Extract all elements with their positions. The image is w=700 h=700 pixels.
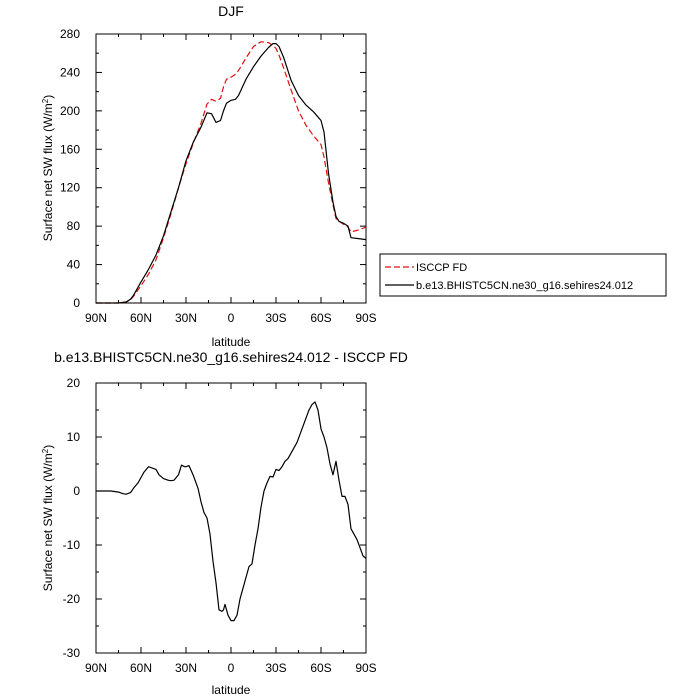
top-x-axis-label: latitude (212, 335, 251, 349)
bottom-y-tick-label: 20 (67, 376, 81, 390)
bottom-x-tick-label: 60S (310, 661, 331, 675)
bottom-y-tick-label: -10 (63, 538, 81, 552)
top-y-tick-label: 80 (67, 219, 81, 233)
legend: ISCCP FD b.e13.BHISTC5CN.ne30_g16.sehire… (379, 253, 667, 297)
top-series-line-0 (96, 41, 367, 304)
top-x-tick-label: 30N (175, 311, 197, 325)
legend-box (379, 253, 667, 297)
bottom-y-tick-label: 10 (67, 430, 81, 444)
bottom-y-tick-label: -30 (63, 646, 81, 660)
top-series (96, 41, 367, 304)
bottom-series-line-0 (96, 401, 367, 622)
bottom-chart: b.e13.BHISTC5CN.ne30_g16.sehires24.012 -… (41, 349, 408, 697)
bottom-series (96, 401, 367, 622)
top-y-tick-label: 0 (73, 296, 80, 310)
top-x-tick-label: 90N (85, 311, 107, 325)
legend-label-isccp: ISCCP FD (416, 262, 467, 274)
bottom-y-axis-label: Surface net SW flux (W/m2) (41, 445, 56, 591)
top-x-tick-label: 60S (310, 311, 331, 325)
bottom-ticks: 90N 60N 30N 0 30S 60S 90S -30 -20 -10 0 10 20 (63, 376, 377, 675)
top-x-tick-label: 90S (355, 311, 376, 325)
top-y-axis-label: Surface net SW flux (W/m2) (41, 95, 56, 241)
bottom-chart-title: b.e13.BHISTC5CN.ne30_g16.sehires24.012 -… (54, 349, 408, 365)
bottom-x-tick-label: 90N (85, 661, 107, 675)
top-x-tick-label: 60N (130, 311, 152, 325)
top-y-tick-label: 160 (60, 142, 80, 156)
bottom-x-tick-label: 60N (130, 661, 152, 675)
bottom-x-tick-label: 90S (355, 661, 376, 675)
bottom-x-tick-label: 30N (175, 661, 197, 675)
top-y-tick-label: 280 (60, 27, 80, 41)
top-x-tick-label: 30S (265, 311, 286, 325)
top-y-tick-label: 120 (60, 181, 80, 195)
top-y-tick-label: 40 (67, 258, 81, 272)
top-series-line-1 (96, 42, 367, 304)
top-plot-frame (95, 33, 367, 304)
top-x-tick-label: 0 (228, 311, 235, 325)
top-ticks: 90N 60N 30N 0 30S 60S 90S 0 40 80 120 160 200 240 280 (60, 27, 377, 325)
top-chart: DJF 90N 60N 30N 0 30S 60S 90S 0 40 80 120 160 200 240… (41, 3, 377, 349)
bottom-y-tick-label: -20 (63, 592, 81, 606)
top-y-tick-label: 240 (60, 65, 80, 79)
bottom-y-tick-label: 0 (73, 484, 80, 498)
bottom-x-tick-label: 30S (265, 661, 286, 675)
bottom-x-axis-label: latitude (212, 683, 251, 697)
bottom-x-tick-label: 0 (228, 661, 235, 675)
top-y-tick-label: 200 (60, 104, 80, 118)
bottom-plot-frame (95, 382, 367, 654)
legend-label-model: b.e13.BHISTC5CN.ne30_g16.sehires24.012 (416, 280, 633, 292)
top-chart-title: DJF (218, 3, 244, 19)
